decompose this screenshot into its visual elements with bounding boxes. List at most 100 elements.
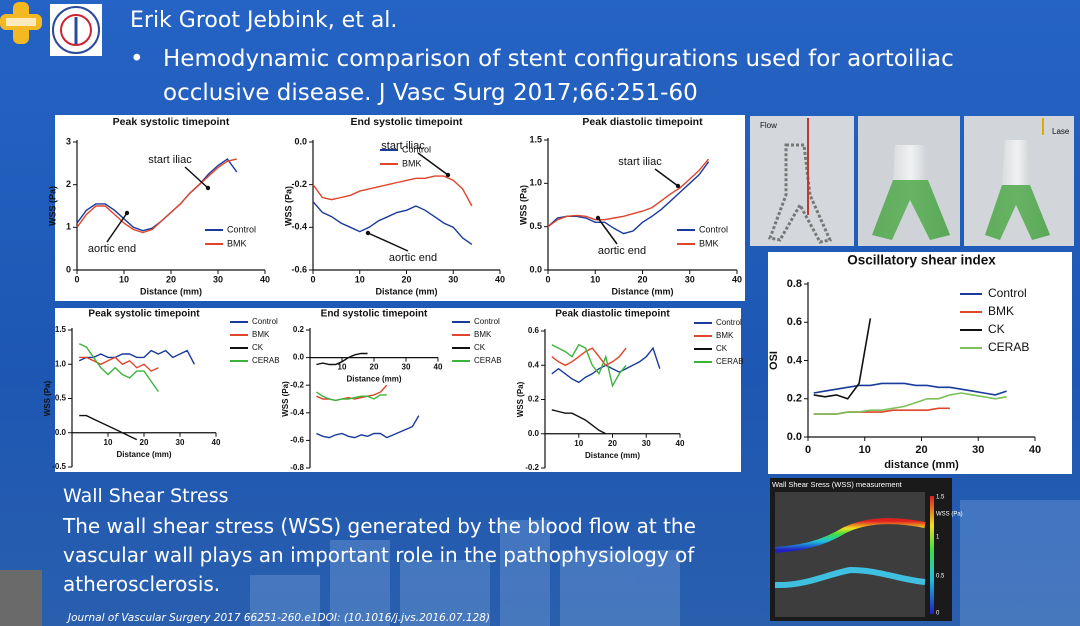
y-tick-label: -0.5 bbox=[52, 462, 66, 471]
y-tick-label: -0.4 bbox=[291, 222, 307, 232]
annotation-arrow bbox=[184, 166, 209, 189]
legend-label: BMK bbox=[402, 158, 422, 168]
image-label: Flow bbox=[760, 121, 777, 130]
legend-label: Control bbox=[227, 224, 256, 234]
series-line bbox=[79, 414, 138, 441]
y-tick-label: 0.0 bbox=[787, 431, 802, 443]
annotation: aortic end bbox=[598, 245, 646, 257]
annotation-arrow bbox=[106, 212, 128, 243]
x-tick-label: 20 bbox=[140, 438, 149, 447]
chart-title: End systolic timepoint bbox=[350, 116, 463, 128]
legend-label: Control bbox=[474, 317, 500, 326]
legend-label: CK bbox=[716, 344, 728, 353]
x-tick-label: 20 bbox=[915, 444, 927, 456]
footer-citation: Journal of Vascular Surgery 2017 66251-2… bbox=[68, 612, 491, 624]
series-line bbox=[79, 356, 159, 372]
x-tick-label: 40 bbox=[1029, 444, 1041, 456]
legend-label: BMK bbox=[988, 304, 1014, 318]
legend-label: BMK bbox=[252, 330, 270, 339]
y-tick-label: -0.6 bbox=[290, 436, 304, 445]
x-tick-label: 10 bbox=[590, 274, 600, 284]
x-tick-label: 10 bbox=[119, 274, 129, 284]
x-tick-label: 30 bbox=[402, 363, 411, 372]
x-tick-label: 0 bbox=[545, 274, 550, 284]
legend-label: BMK bbox=[227, 238, 247, 248]
x-tick-label: 40 bbox=[434, 363, 443, 372]
y-axis-label: WSS (Pa) bbox=[518, 185, 528, 225]
legend-label: CERAB bbox=[988, 340, 1029, 354]
x-tick-label: 20 bbox=[637, 274, 647, 284]
chart-title: Peak diastolic timepoint bbox=[555, 309, 670, 320]
x-tick-label: 30 bbox=[685, 274, 695, 284]
stent-photos: Flow Lase bbox=[750, 116, 1074, 246]
annotation: start iliac bbox=[148, 154, 192, 166]
chart-title: Peak systolic timepoint bbox=[113, 116, 230, 128]
series-line bbox=[547, 158, 710, 228]
x-tick-label: 40 bbox=[495, 274, 505, 284]
x-tick-label: 20 bbox=[608, 439, 617, 448]
annotation-arrow-head bbox=[124, 210, 130, 216]
scale-tick: 0 bbox=[936, 611, 940, 617]
annotation-arrow-head bbox=[365, 230, 371, 236]
scale-tick: 1 bbox=[936, 535, 940, 541]
scale-tick: 0.5 bbox=[936, 574, 945, 580]
series-line bbox=[316, 391, 387, 402]
x-axis-label: distance (mm) bbox=[884, 459, 959, 471]
bullet-dot: • bbox=[130, 46, 144, 72]
x-tick-label: 10 bbox=[338, 363, 347, 372]
y-tick-label: 1.5 bbox=[55, 325, 67, 334]
annotation-arrow-head bbox=[445, 172, 451, 178]
chart-title: End systolic timepoint bbox=[321, 309, 428, 320]
annotation-arrow bbox=[417, 152, 449, 176]
series-line bbox=[551, 347, 627, 367]
logo-cross bbox=[0, 2, 42, 44]
x-axis-label: Distance (mm) bbox=[585, 451, 640, 460]
image-label: Lase bbox=[1052, 127, 1070, 136]
y-tick-label: 2 bbox=[66, 179, 71, 189]
y-tick-label: 1.0 bbox=[55, 359, 67, 368]
series-line bbox=[316, 415, 420, 439]
annotation: start iliac bbox=[618, 156, 662, 168]
y-tick-label: -0.2 bbox=[525, 463, 539, 472]
series-line bbox=[312, 201, 473, 245]
x-tick-label: 20 bbox=[166, 274, 176, 284]
x-tick-label: 0 bbox=[310, 274, 315, 284]
x-tick-label: 10 bbox=[574, 439, 583, 448]
chart-title: Peak diastolic timepoint bbox=[582, 116, 703, 128]
series-line bbox=[78, 343, 159, 393]
annotation-arrow-head bbox=[595, 215, 601, 221]
x-tick-label: 0 bbox=[74, 274, 79, 284]
series-line bbox=[316, 352, 368, 366]
y-tick-label: 0.0 bbox=[293, 353, 305, 362]
legend-label: Control bbox=[716, 318, 742, 327]
y-tick-label: 3 bbox=[66, 136, 71, 146]
y-tick-label: 0 bbox=[66, 264, 71, 274]
x-tick-label: 30 bbox=[448, 274, 458, 284]
thumbnail bbox=[0, 570, 42, 626]
legend-label: Control bbox=[988, 286, 1027, 300]
x-tick-label: 30 bbox=[972, 444, 984, 456]
series-line bbox=[551, 409, 607, 435]
legend-label: BMK bbox=[474, 330, 492, 339]
x-tick-label: 30 bbox=[176, 438, 185, 447]
series-line bbox=[547, 161, 710, 235]
x-tick-label: 40 bbox=[732, 274, 742, 284]
series-line bbox=[813, 382, 1007, 396]
legend-label: BMK bbox=[716, 331, 734, 340]
x-tick-label: 20 bbox=[370, 363, 379, 372]
annotation: aortic end bbox=[389, 252, 437, 264]
y-axis-label: WSS (Pa) bbox=[281, 381, 290, 417]
y-axis-label: WSS (Pa) bbox=[283, 186, 293, 226]
body-heading: Wall Shear Stress bbox=[63, 485, 229, 507]
y-axis-label: WSS (Pa) bbox=[516, 381, 525, 417]
annotation-arrow bbox=[597, 217, 618, 245]
x-tick-label: 30 bbox=[213, 274, 223, 284]
y-axis-label: WSS (Pa) bbox=[43, 380, 52, 416]
annotation-arrow bbox=[367, 232, 409, 252]
y-tick-label: 1.0 bbox=[529, 178, 542, 188]
reference: Hemodynamic comparison of stent configur… bbox=[163, 46, 954, 106]
logo-emblem bbox=[50, 4, 102, 56]
